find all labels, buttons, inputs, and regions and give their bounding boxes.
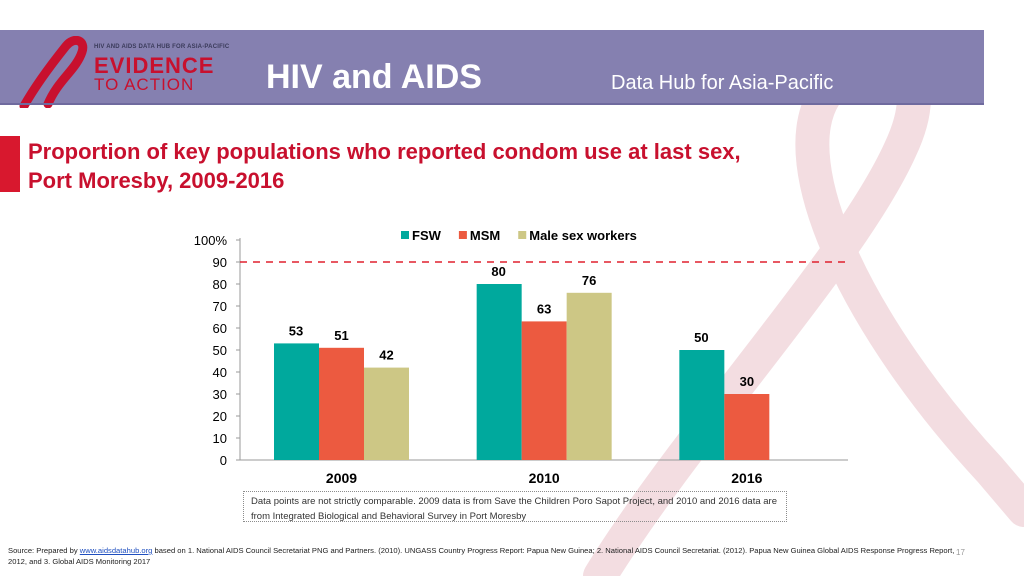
y-tick-label: 70 — [213, 299, 227, 314]
source-prefix: Source: Prepared by — [8, 546, 80, 555]
title-accent-bar — [0, 136, 20, 192]
bar-value-label: 53 — [289, 323, 303, 338]
bar-value-label: 76 — [582, 273, 596, 288]
header-divider — [0, 103, 984, 105]
bar — [679, 350, 725, 460]
y-tick-label: 90 — [213, 255, 227, 270]
bar-value-label: 30 — [740, 374, 754, 389]
bar-value-label: 63 — [537, 301, 551, 316]
y-tick-label: 80 — [213, 277, 227, 292]
bar — [521, 321, 567, 460]
y-tick-label: 100% — [194, 233, 228, 248]
legend-label: Male sex workers — [529, 228, 637, 243]
source-rest: based on 1. National AIDS Council Secret… — [8, 546, 955, 566]
logo-tagline: HIV AND AIDS DATA HUB FOR ASIA-PACIFIC — [94, 44, 230, 50]
bar-value-label: 50 — [694, 330, 708, 345]
bar — [364, 367, 409, 460]
bar-value-label: 80 — [491, 264, 505, 279]
legend-swatch — [518, 231, 527, 239]
bar — [274, 343, 319, 460]
legend-swatch — [458, 231, 467, 239]
legend-label: MSM — [470, 228, 500, 243]
page-number: 17 — [956, 548, 965, 557]
source-text: Source: Prepared by www.aidsdatahub.org … — [8, 545, 958, 567]
header-subtitle: Data Hub for Asia-Pacific — [611, 72, 834, 94]
bar-value-label: 51 — [334, 328, 348, 343]
bar-value-label: 42 — [379, 348, 393, 363]
x-category-label: 2016 — [731, 470, 762, 486]
bar — [476, 284, 522, 460]
slide-title: Proportion of key populations who report… — [28, 137, 741, 195]
y-tick-label: 10 — [213, 431, 227, 446]
bar — [566, 292, 612, 460]
y-tick-label: 60 — [213, 321, 227, 336]
slide-title-line2: Port Moresby, 2009-2016 — [28, 168, 285, 193]
bar — [724, 394, 770, 460]
x-category-label: 2009 — [326, 470, 357, 486]
y-tick-label: 20 — [213, 409, 227, 424]
source-link[interactable]: www.aidsdatahub.org — [79, 546, 153, 555]
logo-to-action-text: TO ACTION — [94, 75, 195, 94]
y-tick-label: 30 — [213, 387, 227, 402]
y-tick-label: 40 — [213, 365, 227, 380]
y-tick-label: 0 — [220, 453, 227, 468]
x-category-label: 2010 — [529, 470, 560, 486]
evidence-to-action-logo: HIV AND AIDS DATA HUB FOR ASIA-PACIFIC E… — [18, 36, 248, 108]
red-ribbon-icon — [19, 36, 88, 108]
y-tick-label: 50 — [213, 343, 227, 358]
legend-label: FSW — [412, 228, 442, 243]
header-title: HIV and AIDS — [266, 58, 482, 96]
data-note-box: Data points are not strictly comparable.… — [243, 491, 787, 522]
slide-title-line1: Proportion of key populations who report… — [28, 139, 741, 164]
header-bar: HIV AND AIDS DATA HUB FOR ASIA-PACIFIC E… — [0, 30, 984, 108]
logo-evidence-text: EVIDENCE — [94, 53, 215, 78]
legend-swatch — [401, 231, 409, 239]
bar — [319, 347, 364, 460]
